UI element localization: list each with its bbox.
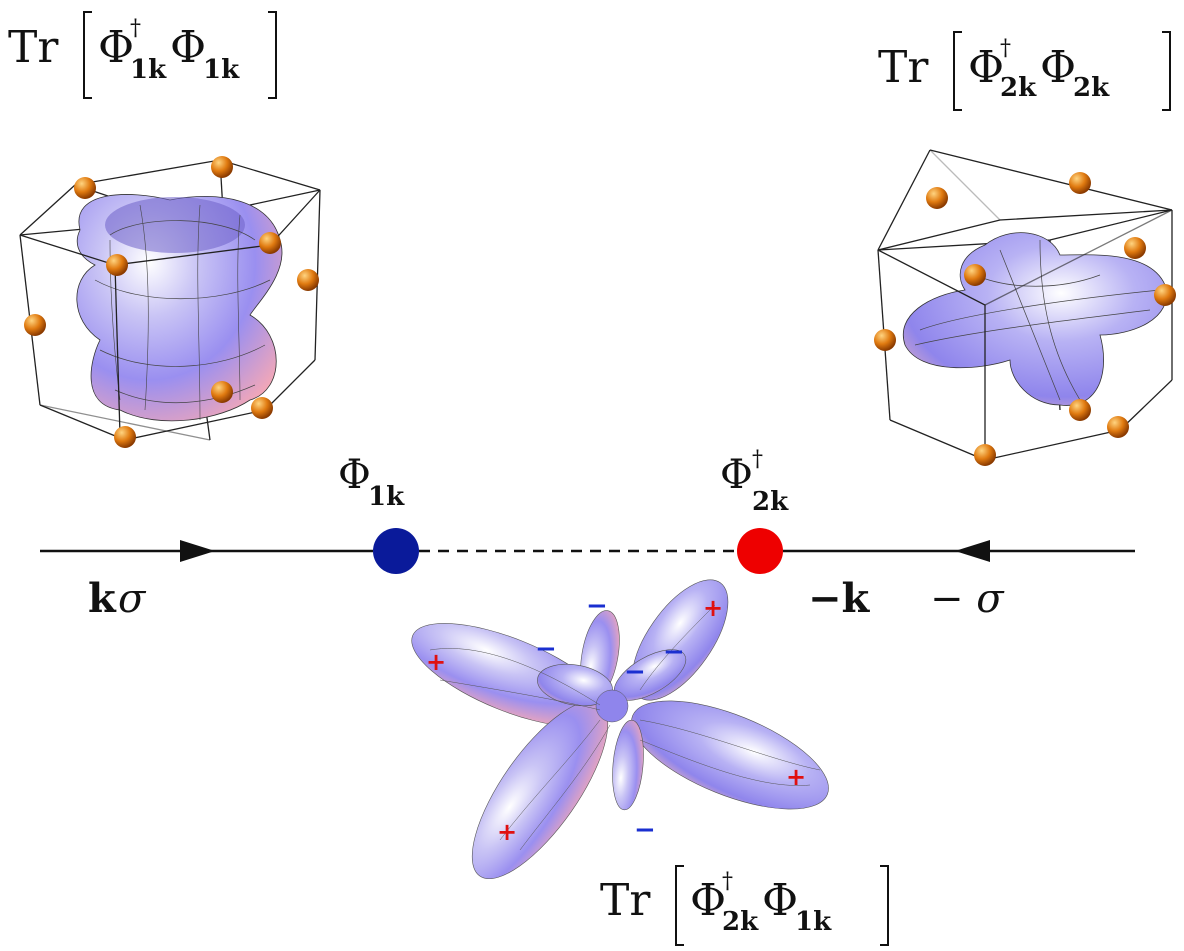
- lattice-atom: [964, 264, 986, 286]
- top-left-trace-label: Tr Φ † 1k Φ 1k: [8, 11, 277, 99]
- minus-sign: −: [634, 815, 656, 845]
- phi-symbol: Φ: [98, 22, 134, 73]
- phi-subscript: 2k: [722, 907, 759, 937]
- dagger-sup: †: [752, 447, 763, 472]
- spin-minus-sigma: − σ: [930, 576, 1005, 622]
- right-cube-surface: [874, 149, 1176, 466]
- minus-sign: −: [535, 634, 557, 664]
- right-vertex-dot: [737, 528, 783, 574]
- top-right-trace-label: Tr Φ † 2k Φ 2k: [878, 31, 1171, 111]
- lattice-atom: [259, 232, 281, 254]
- lattice-atom: [974, 444, 996, 466]
- lattice-atom: [926, 187, 948, 209]
- phi-symbol: Φ: [968, 42, 1004, 93]
- phi-subscript: 1k: [203, 55, 240, 85]
- left-vertex-dot: [373, 528, 419, 574]
- lattice-atom: [211, 156, 233, 178]
- spin-sigma: σ: [118, 576, 147, 622]
- lattice-atom: [1069, 399, 1091, 421]
- minus-sign: −: [663, 637, 685, 667]
- left-momentum-label: k σ: [88, 575, 147, 622]
- trace-symbol: Tr: [600, 875, 651, 926]
- phi-subscript: 2k: [1073, 73, 1110, 103]
- lattice-atom: [874, 329, 896, 351]
- momentum-minus-k: −k: [808, 575, 871, 622]
- arrow-right-icon: [180, 540, 215, 562]
- phi-subscript: 1k: [368, 482, 405, 512]
- dagger-sup: †: [722, 869, 733, 894]
- lattice-atom: [106, 254, 128, 276]
- right-momentum-label: −k − σ: [808, 575, 1005, 622]
- trace-symbol: Tr: [878, 42, 929, 93]
- lattice-atom: [1154, 284, 1176, 306]
- central-orbital: + + + + − − − − −: [411, 579, 829, 880]
- minus-sign: −: [586, 591, 608, 621]
- propagator: [40, 528, 1135, 574]
- phi-symbol: Φ: [170, 22, 206, 73]
- plus-sign: +: [786, 763, 806, 791]
- left-vertex-label: Φ 1k: [338, 452, 405, 512]
- right-bracket: [880, 865, 889, 946]
- plus-sign: +: [703, 594, 723, 622]
- plus-sign: +: [497, 818, 517, 846]
- phi-subscript: 2k: [752, 487, 789, 517]
- lattice-atom: [24, 314, 46, 336]
- right-vertex-label: Φ † 2k: [720, 447, 789, 517]
- dagger-sup: †: [130, 16, 141, 41]
- lattice-atom: [251, 397, 273, 419]
- right-bracket: [1162, 31, 1171, 111]
- left-cube-surface: [19, 156, 321, 448]
- lattice-atom: [114, 426, 136, 448]
- left-bracket: [953, 31, 962, 111]
- left-bracket: [675, 865, 684, 946]
- lattice-atom: [297, 269, 319, 291]
- plus-sign: +: [426, 648, 446, 676]
- phi-symbol: Φ: [720, 452, 753, 498]
- bottom-trace-label: Tr Φ † 2k Φ 1k: [600, 865, 889, 946]
- right-bracket: [268, 11, 277, 99]
- lattice-atom: [1069, 172, 1091, 194]
- phi-symbol: Φ: [338, 452, 371, 498]
- lattice-atom: [211, 381, 233, 403]
- trace-symbol: Tr: [8, 22, 59, 73]
- lattice-atom: [1124, 237, 1146, 259]
- phi-symbol: Φ: [690, 875, 726, 926]
- phi-symbol: Φ: [1040, 42, 1076, 93]
- lattice-atom: [1107, 416, 1129, 438]
- phi-subscript: 2k: [1000, 73, 1037, 103]
- dagger-sup: †: [1000, 36, 1011, 61]
- lattice-atom: [74, 177, 96, 199]
- phi-symbol: Φ: [762, 875, 798, 926]
- left-bracket: [83, 11, 92, 99]
- minus-sign: −: [624, 657, 646, 687]
- arrow-left-icon: [955, 540, 990, 562]
- phi-subscript: 1k: [130, 55, 167, 85]
- momentum-k: k: [88, 575, 117, 622]
- phi-subscript: 1k: [795, 907, 832, 937]
